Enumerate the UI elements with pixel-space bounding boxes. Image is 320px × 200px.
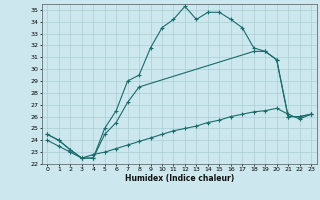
X-axis label: Humidex (Indice chaleur): Humidex (Indice chaleur) xyxy=(124,174,234,183)
